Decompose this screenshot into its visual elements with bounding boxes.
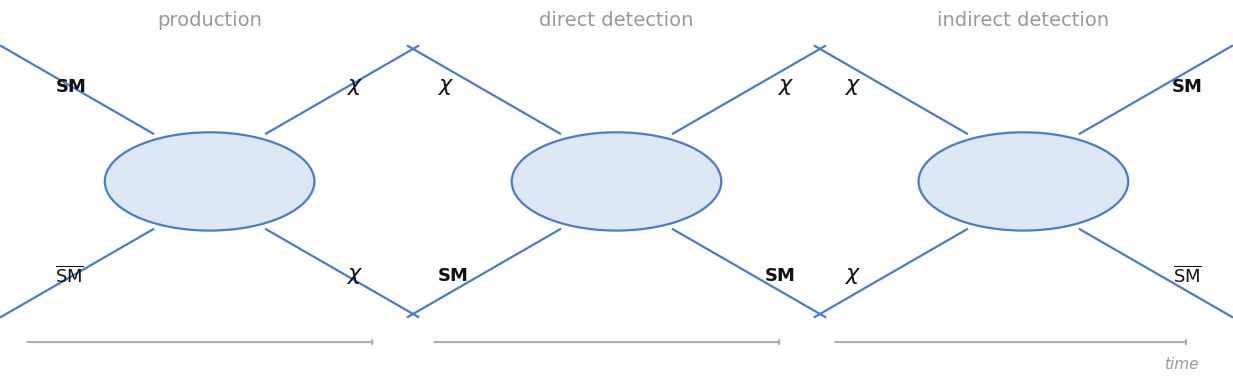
Text: $\overline{\rm SM}$: $\overline{\rm SM}$ — [55, 266, 84, 286]
Text: $\chi$: $\chi$ — [845, 77, 862, 97]
Text: $\chi$: $\chi$ — [438, 77, 455, 97]
Text: SM: SM — [55, 78, 86, 96]
Text: SM: SM — [764, 267, 795, 285]
Text: indirect detection: indirect detection — [937, 11, 1110, 30]
Text: $\overline{\rm SM}$: $\overline{\rm SM}$ — [1174, 266, 1202, 286]
Text: $\chi$: $\chi$ — [346, 266, 364, 286]
Ellipse shape — [919, 132, 1128, 231]
Text: production: production — [157, 11, 263, 30]
Text: SM: SM — [438, 267, 469, 285]
Ellipse shape — [105, 132, 314, 231]
Ellipse shape — [512, 132, 721, 231]
Text: $\chi$: $\chi$ — [845, 266, 862, 286]
Text: $\chi$: $\chi$ — [346, 77, 364, 97]
Text: direct detection: direct detection — [539, 11, 694, 30]
Text: $\chi$: $\chi$ — [778, 77, 795, 97]
Text: SM: SM — [1171, 78, 1202, 96]
Text: time: time — [1164, 357, 1198, 372]
